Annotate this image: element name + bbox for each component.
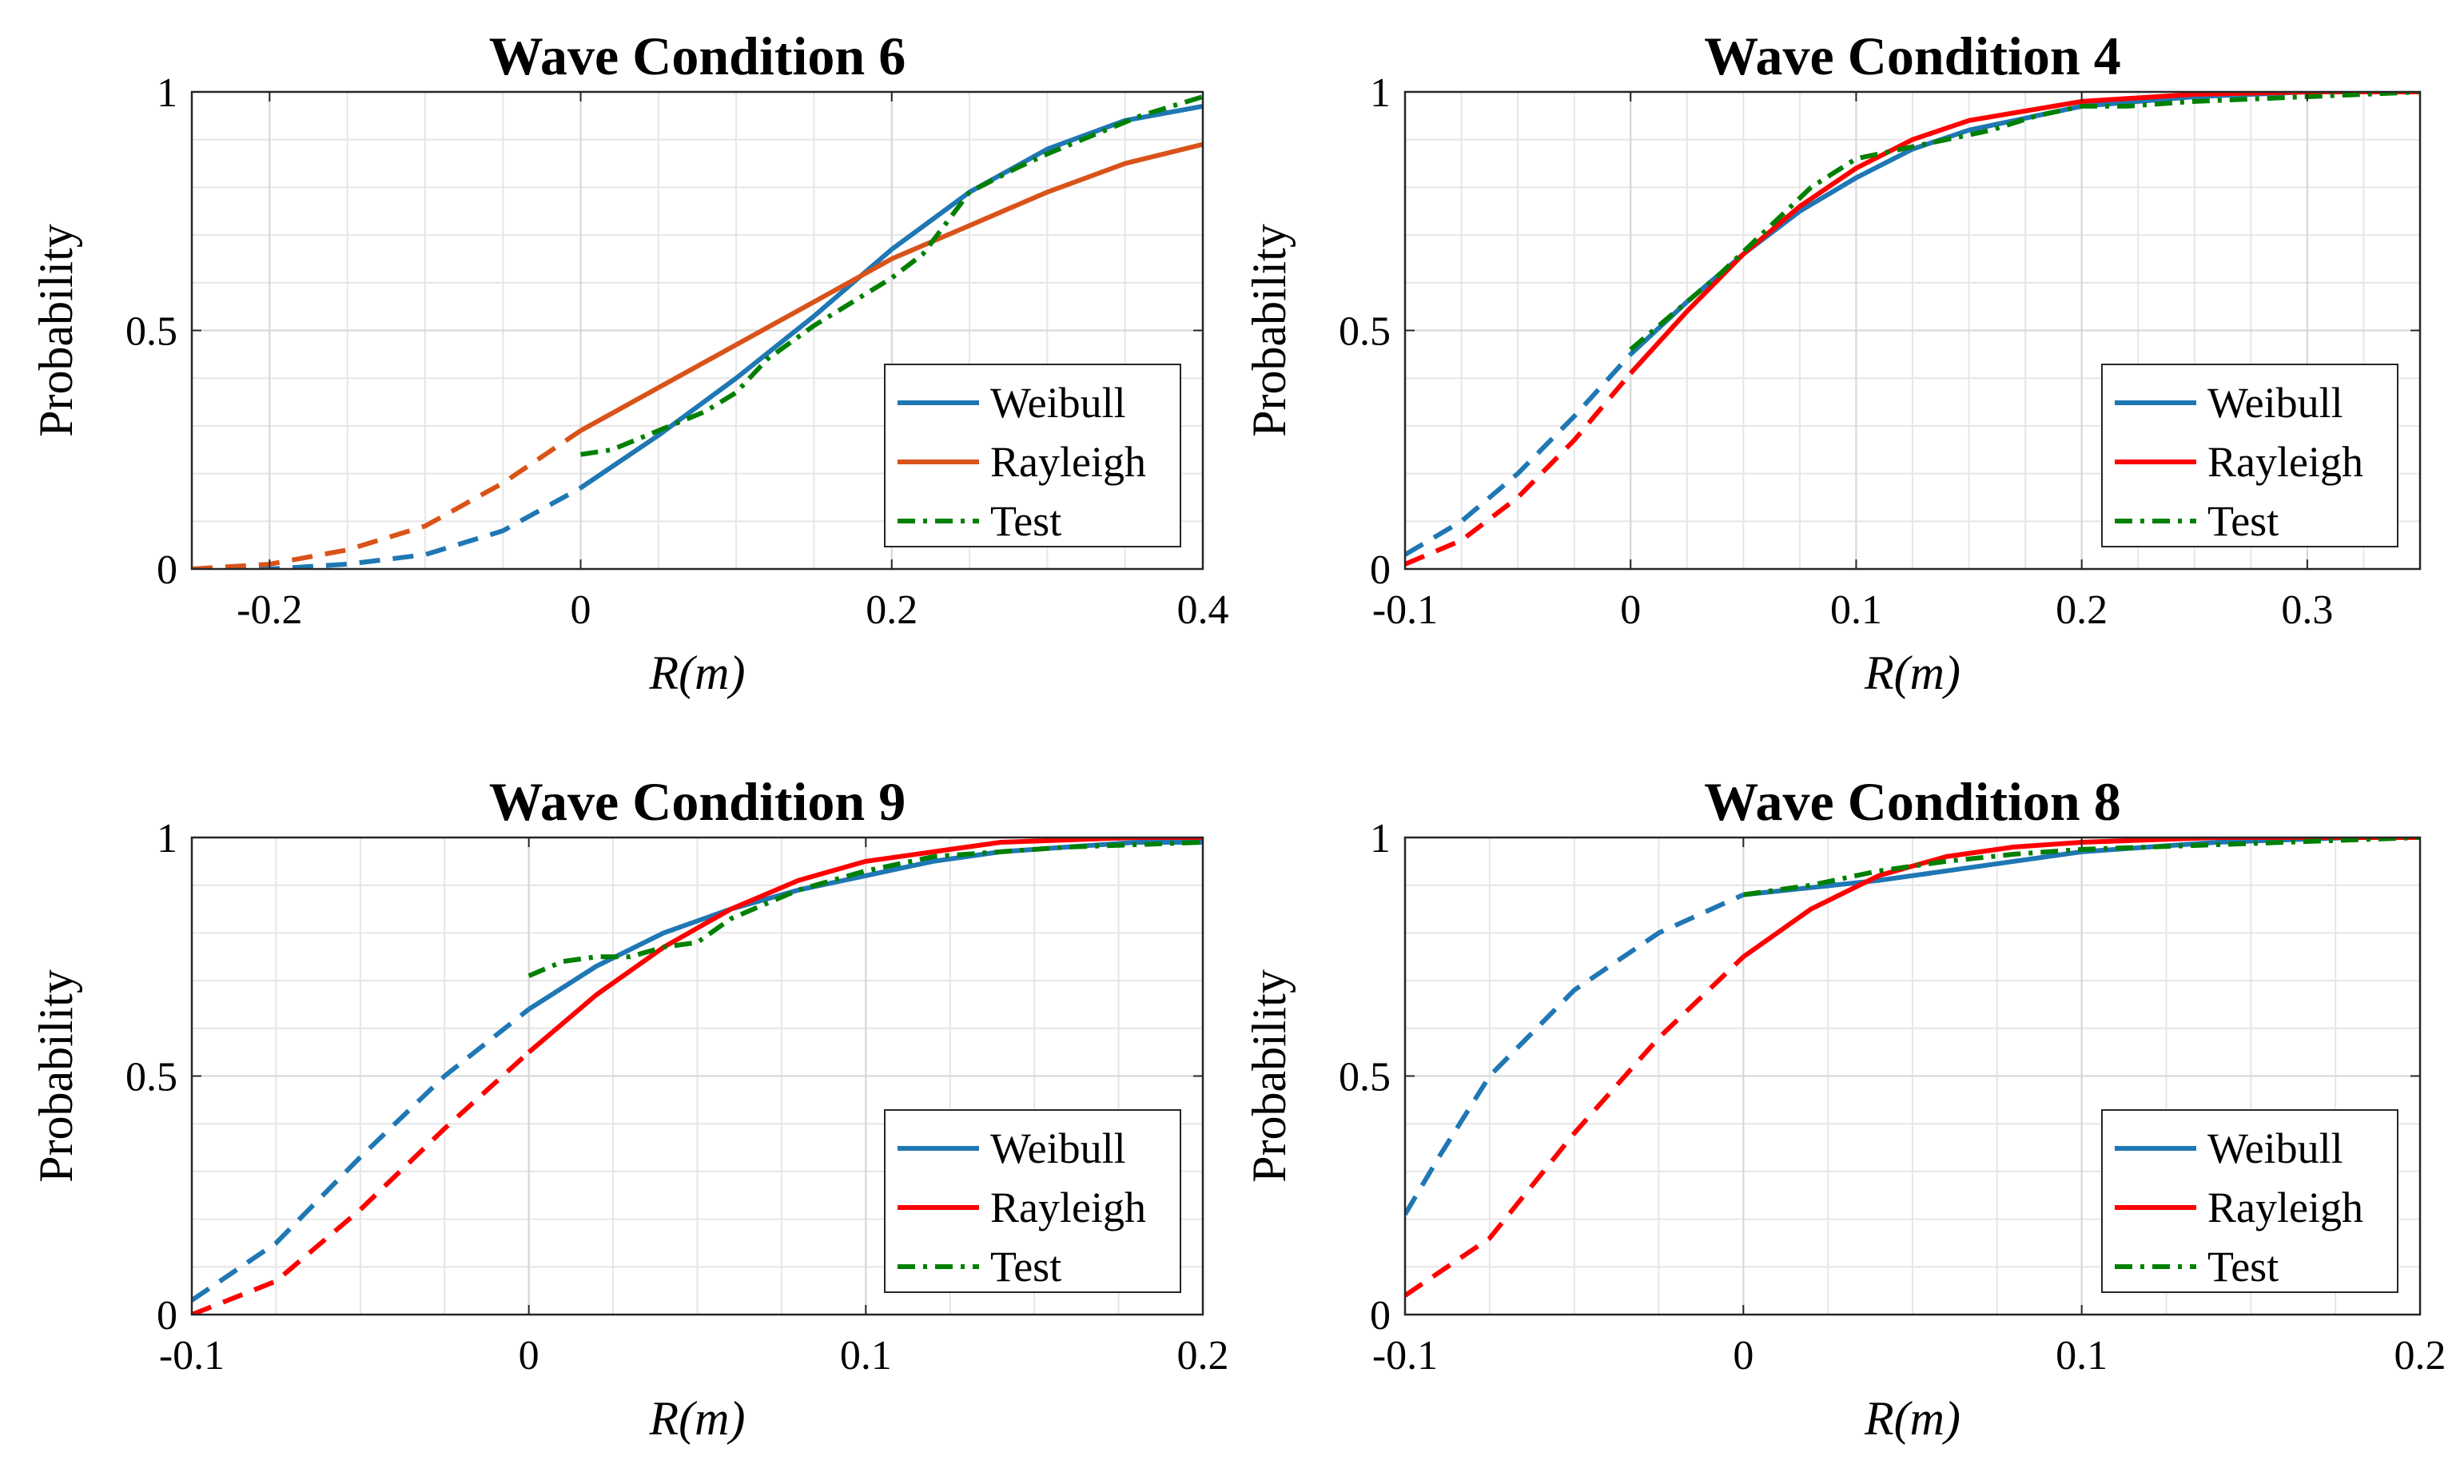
series-weibull-extrapolated	[1405, 352, 1633, 557]
series-rayleigh-extrapolated	[1405, 372, 1633, 567]
x-tick-label: 0	[1733, 1333, 1753, 1379]
x-axis-label: R(m)	[649, 647, 746, 699]
x-tick-label: -0.1	[159, 1333, 225, 1379]
x-tick-label: 0.4	[1177, 587, 1229, 633]
series-group	[192, 837, 1203, 1315]
legend-box	[884, 1109, 1181, 1293]
x-axis-label: R(m)	[649, 1392, 746, 1445]
series-group	[192, 94, 1203, 569]
y-tick-label: 0.5	[1339, 309, 1391, 355]
series-rayleigh	[579, 141, 1203, 433]
legend-box	[884, 364, 1181, 547]
y-tick-label: 0	[1370, 547, 1391, 593]
legend-box	[2101, 1109, 2398, 1293]
legend-label-rayleigh: Rayleigh	[990, 438, 1146, 486]
series-rayleigh-extrapolated	[192, 1050, 531, 1315]
x-axis-label: R(m)	[1864, 1392, 1960, 1445]
y-axis-label: Probability	[30, 969, 82, 1183]
series-rayleigh	[1628, 92, 2420, 376]
x-tick-label: -0.2	[237, 587, 302, 633]
x-tick-label: 0	[1620, 587, 1641, 633]
y-tick-label: 0.5	[125, 1055, 177, 1100]
series-weibull-extrapolated	[192, 1007, 531, 1303]
chart-title: Wave Condition 4	[1704, 26, 2120, 86]
x-tick-label: 0	[571, 587, 591, 633]
y-tick-label: 0.5	[125, 309, 177, 355]
y-tick-label: 1	[157, 70, 177, 116]
legend-label-test: Test	[2207, 497, 2279, 545]
x-tick-label: 0.2	[1177, 1333, 1229, 1379]
legend-label-rayleigh: Rayleigh	[990, 1184, 1146, 1231]
series-group	[1405, 92, 2420, 567]
legend-label-weibull: Weibull	[990, 379, 1126, 427]
x-tick-label: 0.1	[840, 1333, 892, 1379]
legend: Weibull Rayleigh Test	[2101, 364, 2398, 547]
y-tick-label: 0	[1370, 1293, 1391, 1339]
series-test	[580, 94, 1203, 457]
x-tick-label: 0.2	[2394, 1333, 2446, 1379]
x-tick-label: -0.1	[1372, 1333, 1438, 1379]
y-tick-label: 1	[1370, 816, 1391, 861]
legend-label-rayleigh: Rayleigh	[2207, 438, 2363, 486]
x-axis-label: R(m)	[1864, 647, 1960, 699]
x-tick-label: 0.2	[2056, 587, 2108, 633]
x-tick-label: 0.1	[2056, 1333, 2108, 1379]
series-weibull	[579, 103, 1203, 490]
y-tick-label: 1	[157, 816, 177, 861]
legend-label-test: Test	[990, 497, 1061, 545]
series-test	[527, 840, 1203, 978]
x-tick-label: 0	[519, 1333, 539, 1379]
y-tick-label: 0.5	[1339, 1055, 1391, 1100]
y-tick-label: 0	[157, 1293, 177, 1339]
chart-title: Wave Condition 8	[1704, 771, 2120, 832]
legend: Weibull Rayleigh Test	[2101, 1109, 2398, 1293]
x-tick-label: 0.3	[2281, 587, 2333, 633]
y-axis-label: Probability	[1243, 969, 1296, 1183]
series-test	[1742, 837, 2420, 897]
x-tick-label: -0.1	[1372, 587, 1438, 633]
y-axis-label: Probability	[1243, 224, 1296, 437]
x-tick-label: 0.1	[1830, 587, 1882, 633]
legend-label-test: Test	[990, 1243, 1061, 1291]
chart-title: Wave Condition 6	[489, 26, 906, 86]
series-rayleigh-extrapolated	[1405, 955, 1745, 1298]
legend-label-test: Test	[2207, 1243, 2279, 1291]
series-weibull	[527, 840, 1203, 1012]
series-rayleigh	[527, 837, 1203, 1054]
legend-label-weibull: Weibull	[990, 1124, 1126, 1172]
legend: Weibull Rayleigh Test	[884, 1109, 1181, 1293]
chart-title: Wave Condition 9	[489, 771, 906, 832]
series-test	[1629, 92, 2420, 352]
y-axis-label: Probability	[30, 224, 82, 437]
y-tick-label: 1	[1370, 70, 1391, 116]
series-rayleigh-extrapolated	[192, 428, 583, 569]
legend-label-rayleigh: Rayleigh	[2207, 1184, 2363, 1231]
chart-wc6: -0.2 0 0.2 0.4 0 0.5 1 Wave Condition 6 R(m) Prob…	[30, 26, 1229, 699]
legend: Weibull Rayleigh Test	[884, 364, 1181, 547]
legend-label-weibull: Weibull	[2207, 379, 2343, 427]
legend-box	[2101, 364, 2398, 547]
legend-label-weibull: Weibull	[2207, 1124, 2343, 1172]
x-tick-label: 0.2	[866, 587, 918, 633]
y-tick-label: 0	[157, 547, 177, 593]
